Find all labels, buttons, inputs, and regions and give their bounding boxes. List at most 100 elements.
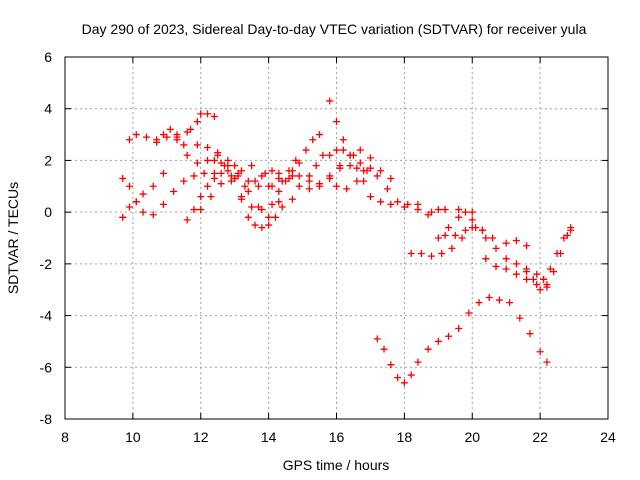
data-point bbox=[333, 118, 340, 126]
data-point bbox=[366, 193, 374, 201]
data-point bbox=[543, 358, 551, 366]
y-tick-label: 4 bbox=[44, 101, 52, 117]
data-point bbox=[268, 200, 276, 208]
data-point bbox=[404, 200, 412, 208]
y-tick-label: -4 bbox=[40, 308, 53, 324]
x-tick-label: 16 bbox=[329, 429, 345, 445]
data-point bbox=[319, 151, 327, 159]
data-point bbox=[512, 237, 520, 245]
data-point bbox=[387, 200, 395, 208]
series-arc-15 bbox=[326, 97, 476, 216]
data-point bbox=[187, 125, 195, 133]
data-point bbox=[407, 371, 415, 379]
data-point bbox=[326, 172, 334, 180]
series-arc-9 bbox=[217, 159, 283, 214]
data-point bbox=[217, 180, 225, 188]
data-point bbox=[553, 250, 561, 258]
data-point bbox=[204, 110, 212, 118]
data-point bbox=[339, 146, 347, 154]
series-arc-4 bbox=[153, 110, 218, 149]
data-point bbox=[309, 136, 317, 144]
data-point bbox=[533, 270, 541, 278]
data-point bbox=[197, 193, 205, 201]
data-point bbox=[394, 374, 402, 382]
data-point bbox=[159, 169, 167, 177]
data-point bbox=[533, 281, 541, 289]
data-point bbox=[336, 162, 344, 170]
data-point bbox=[353, 177, 361, 185]
data-point bbox=[295, 172, 303, 180]
data-point bbox=[502, 255, 510, 263]
data-point bbox=[237, 193, 245, 201]
x-tick-label: 12 bbox=[193, 429, 209, 445]
data-point bbox=[451, 231, 459, 239]
data-point bbox=[316, 131, 324, 139]
data-point bbox=[190, 172, 198, 180]
data-point bbox=[173, 136, 181, 144]
series-arc-19 bbox=[441, 224, 548, 283]
data-point bbox=[441, 231, 449, 239]
data-point bbox=[125, 182, 133, 190]
data-point bbox=[387, 175, 395, 183]
data-point bbox=[197, 110, 205, 118]
data-point bbox=[224, 156, 232, 164]
series-arc-21 bbox=[523, 224, 575, 294]
data-point bbox=[343, 185, 351, 193]
data-point bbox=[414, 358, 422, 366]
data-point bbox=[271, 213, 279, 221]
data-point bbox=[482, 255, 490, 263]
data-point bbox=[132, 131, 140, 139]
data-point bbox=[275, 198, 283, 206]
data-point bbox=[244, 187, 252, 195]
y-tick-label: -6 bbox=[40, 359, 53, 375]
data-point bbox=[567, 226, 575, 234]
data-point bbox=[400, 379, 408, 387]
data-point bbox=[214, 149, 222, 157]
data-point bbox=[248, 162, 256, 170]
data-point bbox=[468, 208, 476, 216]
data-point bbox=[536, 286, 544, 294]
data-point bbox=[258, 224, 266, 232]
data-point bbox=[346, 162, 354, 170]
data-point bbox=[254, 182, 262, 190]
data-point bbox=[149, 211, 157, 219]
data-point bbox=[444, 224, 452, 232]
data-point bbox=[139, 208, 147, 216]
data-point bbox=[516, 314, 524, 322]
y-axis-label: SDTVAR / TECUs bbox=[5, 182, 21, 294]
data-point bbox=[523, 268, 531, 276]
data-point bbox=[417, 250, 425, 258]
x-tick-labels: 8 10 12 14 16 18 20 22 24 bbox=[61, 429, 616, 445]
data-point bbox=[468, 216, 476, 224]
series-arc-8 bbox=[210, 156, 296, 232]
data-point bbox=[407, 250, 415, 258]
data-point bbox=[119, 175, 127, 183]
data-point bbox=[560, 234, 568, 242]
series-arc-18 bbox=[434, 208, 486, 242]
data-point bbox=[383, 185, 391, 193]
series-arc-23 bbox=[373, 293, 551, 387]
data-point bbox=[414, 206, 422, 214]
chart-title: Day 290 of 2023, Sidereal Day-to-day VTE… bbox=[82, 21, 587, 37]
data-point bbox=[485, 293, 493, 301]
data-point bbox=[441, 206, 449, 214]
data-point bbox=[492, 262, 500, 270]
data-point bbox=[210, 112, 218, 120]
data-point bbox=[288, 195, 296, 203]
data-point bbox=[149, 182, 157, 190]
data-point bbox=[373, 335, 381, 343]
data-point bbox=[543, 281, 551, 289]
y-tick-label: 6 bbox=[44, 49, 52, 65]
data-point bbox=[472, 224, 480, 232]
data-point bbox=[217, 159, 225, 167]
data-point bbox=[438, 250, 446, 258]
data-point bbox=[380, 345, 388, 353]
grid-lines bbox=[65, 57, 608, 419]
data-point bbox=[119, 213, 127, 221]
data-point bbox=[360, 177, 368, 185]
data-point bbox=[210, 175, 218, 183]
series-arc-2 bbox=[119, 169, 218, 219]
data-point bbox=[366, 154, 374, 162]
y-tick-label: -8 bbox=[40, 411, 53, 427]
data-point bbox=[523, 275, 531, 283]
